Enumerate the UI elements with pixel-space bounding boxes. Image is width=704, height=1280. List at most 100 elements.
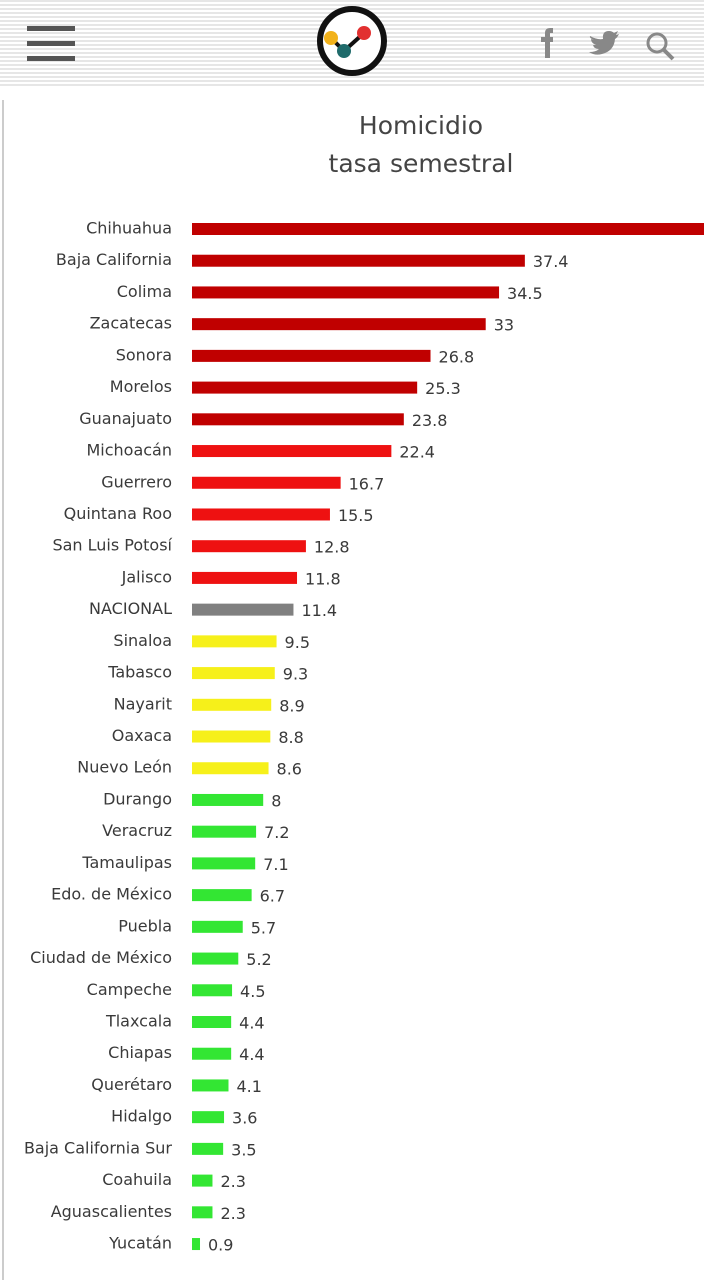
bar xyxy=(192,1111,225,1124)
bar xyxy=(192,857,256,870)
category-label: San Luis Potosí xyxy=(52,536,172,555)
category-label: Campeche xyxy=(87,980,172,999)
value-label: 11.8 xyxy=(305,569,341,588)
bar xyxy=(192,318,486,331)
category-label: Puebla xyxy=(118,916,172,935)
value-label: 15.5 xyxy=(338,506,374,525)
category-label: Zacatecas xyxy=(90,314,172,333)
value-label: 3.5 xyxy=(231,1140,256,1159)
bar xyxy=(192,793,264,806)
bar xyxy=(192,1079,229,1092)
bar xyxy=(192,476,341,489)
value-label: 22.4 xyxy=(399,443,435,462)
category-label: Jalisco xyxy=(121,567,172,586)
bar xyxy=(192,1016,232,1028)
value-label: 9.5 xyxy=(285,633,310,652)
bar xyxy=(192,286,500,299)
bar xyxy=(192,254,525,267)
category-label: Sonora xyxy=(116,345,172,364)
category-label: Guanajuato xyxy=(79,409,172,428)
category-label: NACIONAL xyxy=(89,599,172,618)
menu-button[interactable] xyxy=(27,26,75,61)
bar xyxy=(192,730,271,743)
chart-title: Homicidio xyxy=(359,111,483,140)
value-label: 8 xyxy=(271,791,281,810)
value-label: 23.8 xyxy=(412,411,448,430)
value-label: 6.7 xyxy=(260,887,285,906)
category-label: Baja California Sur xyxy=(24,1138,172,1157)
bar xyxy=(192,508,330,521)
bar xyxy=(192,762,269,775)
bar xyxy=(192,667,275,680)
value-label: 8.8 xyxy=(278,728,303,747)
category-label: Tlaxcala xyxy=(105,1012,172,1031)
bar xyxy=(192,1174,213,1187)
value-label: 37.4 xyxy=(533,252,569,271)
bar xyxy=(192,381,418,394)
logo[interactable] xyxy=(317,6,387,76)
value-label: 34.5 xyxy=(507,284,543,303)
value-label: 5.2 xyxy=(246,950,271,969)
category-label: Tabasco xyxy=(107,663,172,682)
value-label: 26.8 xyxy=(439,347,475,366)
bar xyxy=(192,413,404,426)
value-label: 2.3 xyxy=(220,1204,245,1223)
category-label: Oaxaca xyxy=(112,726,172,745)
category-label: Veracruz xyxy=(102,821,172,840)
category-label: Hidalgo xyxy=(111,1107,172,1126)
bar xyxy=(192,1047,232,1060)
category-label: Yucatán xyxy=(108,1234,172,1253)
category-label: Tamaulipas xyxy=(81,853,172,872)
value-label: 0.9 xyxy=(208,1236,233,1255)
bar xyxy=(192,698,272,711)
value-label: 3.6 xyxy=(232,1109,257,1128)
category-label: Ciudad de México xyxy=(30,948,172,967)
bar xyxy=(192,920,243,933)
category-label: Durango xyxy=(103,789,172,808)
category-label: Aguascalientes xyxy=(51,1202,172,1221)
category-label: Guerrero xyxy=(101,472,172,491)
category-label: Nayarit xyxy=(114,694,172,713)
category-label: Quintana Roo xyxy=(64,504,172,523)
value-label: 8.9 xyxy=(279,696,304,715)
value-label: 33 xyxy=(494,316,514,335)
search-icon[interactable] xyxy=(646,32,675,61)
bar xyxy=(192,825,257,838)
bar xyxy=(192,889,252,902)
value-label: 12.8 xyxy=(314,538,350,557)
bar xyxy=(192,1238,201,1251)
value-label: 4.4 xyxy=(239,1014,264,1033)
bar xyxy=(192,540,306,553)
category-label: Michoacán xyxy=(86,441,172,460)
category-label: Coahuila xyxy=(102,1170,172,1189)
category-label: Chihuahua xyxy=(86,219,172,238)
bar xyxy=(192,1142,224,1155)
facebook-icon[interactable] xyxy=(541,28,553,58)
category-label: Sinaloa xyxy=(113,631,172,650)
bar xyxy=(192,445,392,458)
bar xyxy=(192,349,431,362)
value-label: 11.4 xyxy=(301,601,337,620)
chart-title: tasa semestral xyxy=(329,149,514,178)
value-label: 7.1 xyxy=(263,855,288,874)
bar xyxy=(192,1206,213,1219)
category-label: Colima xyxy=(117,282,172,301)
category-label: Baja California xyxy=(56,250,172,269)
category-label: Morelos xyxy=(110,377,172,396)
bar xyxy=(192,984,233,997)
value-label: 4.5 xyxy=(240,982,265,1001)
value-label: 9.3 xyxy=(283,665,308,684)
bar xyxy=(192,635,277,648)
bar xyxy=(192,223,704,235)
value-label: 25.3 xyxy=(425,379,461,398)
twitter-icon[interactable] xyxy=(589,31,619,55)
value-label: 5.7 xyxy=(251,918,276,937)
category-label: Querétaro xyxy=(91,1075,172,1094)
value-label: 4.1 xyxy=(236,1077,261,1096)
category-label: Chiapas xyxy=(108,1043,172,1062)
category-label: Nuevo León xyxy=(77,758,172,777)
value-label: 16.7 xyxy=(349,474,385,493)
value-label: 4.4 xyxy=(239,1045,264,1064)
